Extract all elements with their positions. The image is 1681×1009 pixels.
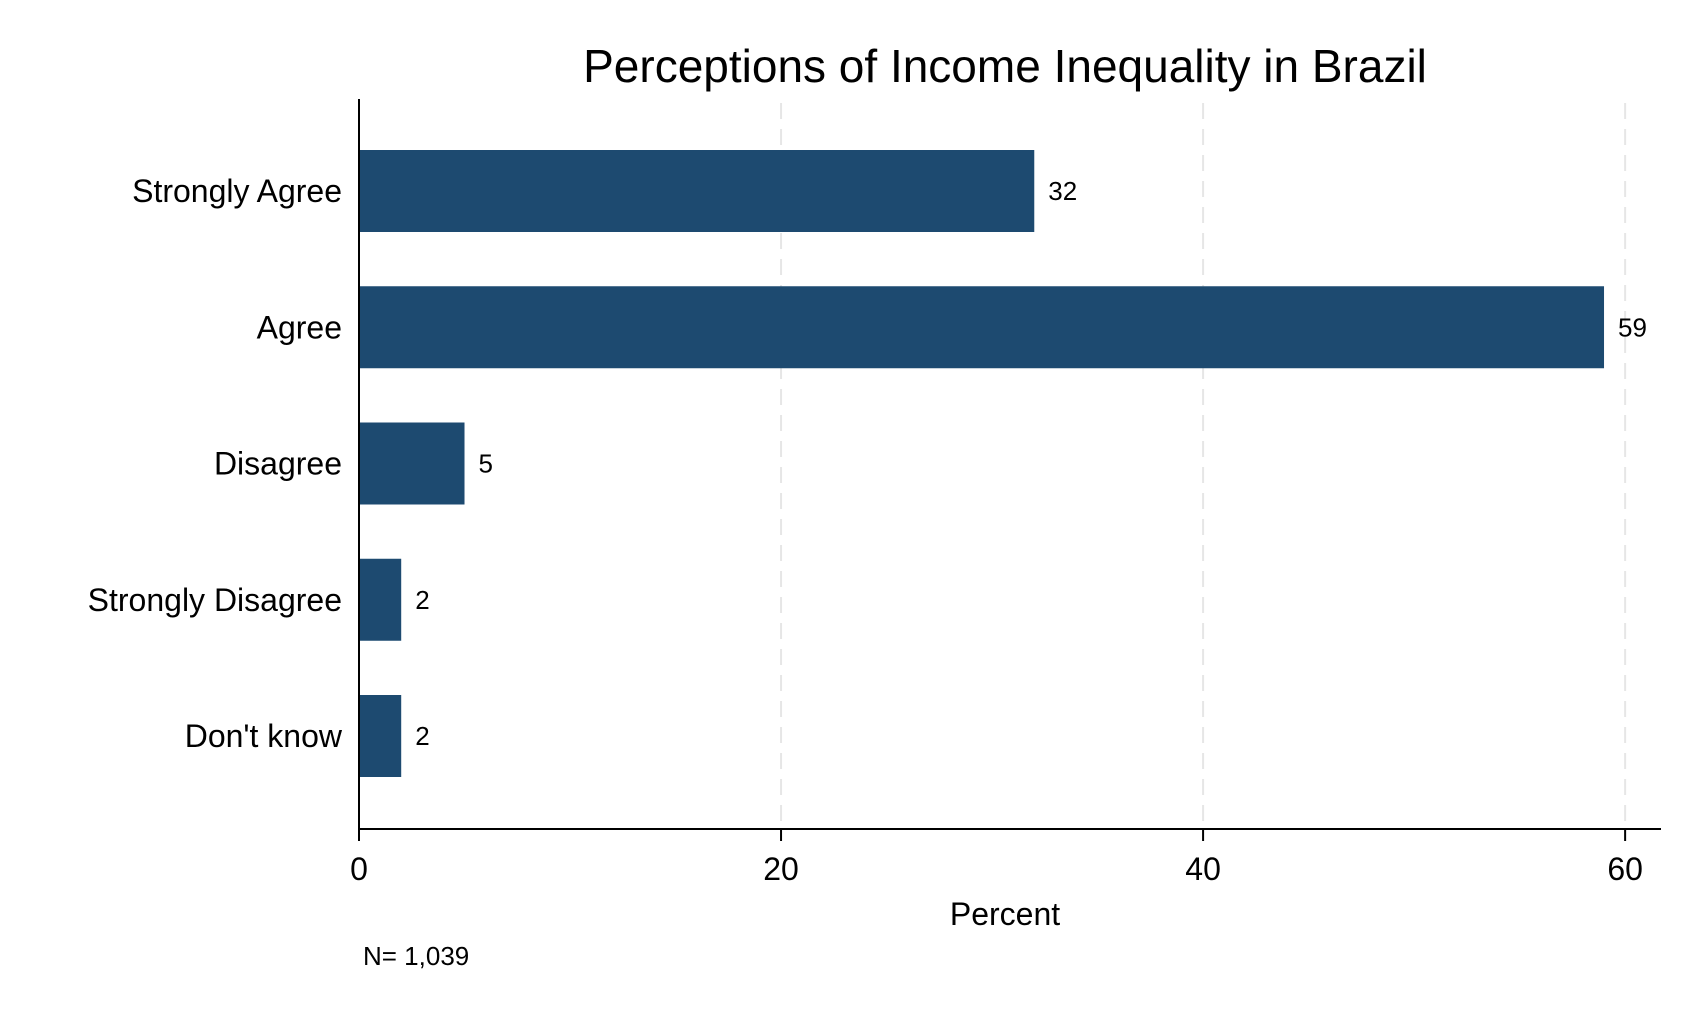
x-tick-label: 20: [763, 851, 799, 887]
x-tick-label: 0: [350, 851, 368, 887]
data-label: 32: [1048, 176, 1077, 206]
bar: [359, 150, 1035, 232]
x-tick-label: 60: [1607, 851, 1643, 887]
bar: [359, 558, 402, 641]
category-labels: Strongly Agree Agree Disagree Strongly Disa…: [88, 173, 343, 754]
category-label: Strongly Agree: [132, 173, 342, 209]
bar: [359, 422, 465, 505]
data-labels: 32 59 5 2 2: [415, 176, 1647, 751]
x-tick-label: 40: [1185, 851, 1221, 887]
bar: [359, 695, 402, 777]
category-label: Disagree: [214, 446, 342, 482]
bar: [359, 286, 1605, 369]
x-axis-ticks: 0 20 40 60: [350, 829, 1643, 887]
bars: [359, 150, 1605, 777]
data-label: 59: [1618, 312, 1647, 342]
chart-title: Perceptions of Income Inequality in Braz…: [583, 40, 1427, 92]
category-label: Strongly Disagree: [88, 582, 342, 618]
data-label: 2: [415, 585, 429, 615]
data-label: 5: [479, 449, 493, 479]
gridlines: [780, 103, 1627, 829]
sample-size-note: N= 1,039: [363, 941, 469, 971]
x-axis-title: Percent: [950, 896, 1060, 932]
data-label: 2: [415, 721, 429, 751]
category-label: Don't know: [185, 718, 343, 754]
category-label: Agree: [257, 309, 342, 345]
